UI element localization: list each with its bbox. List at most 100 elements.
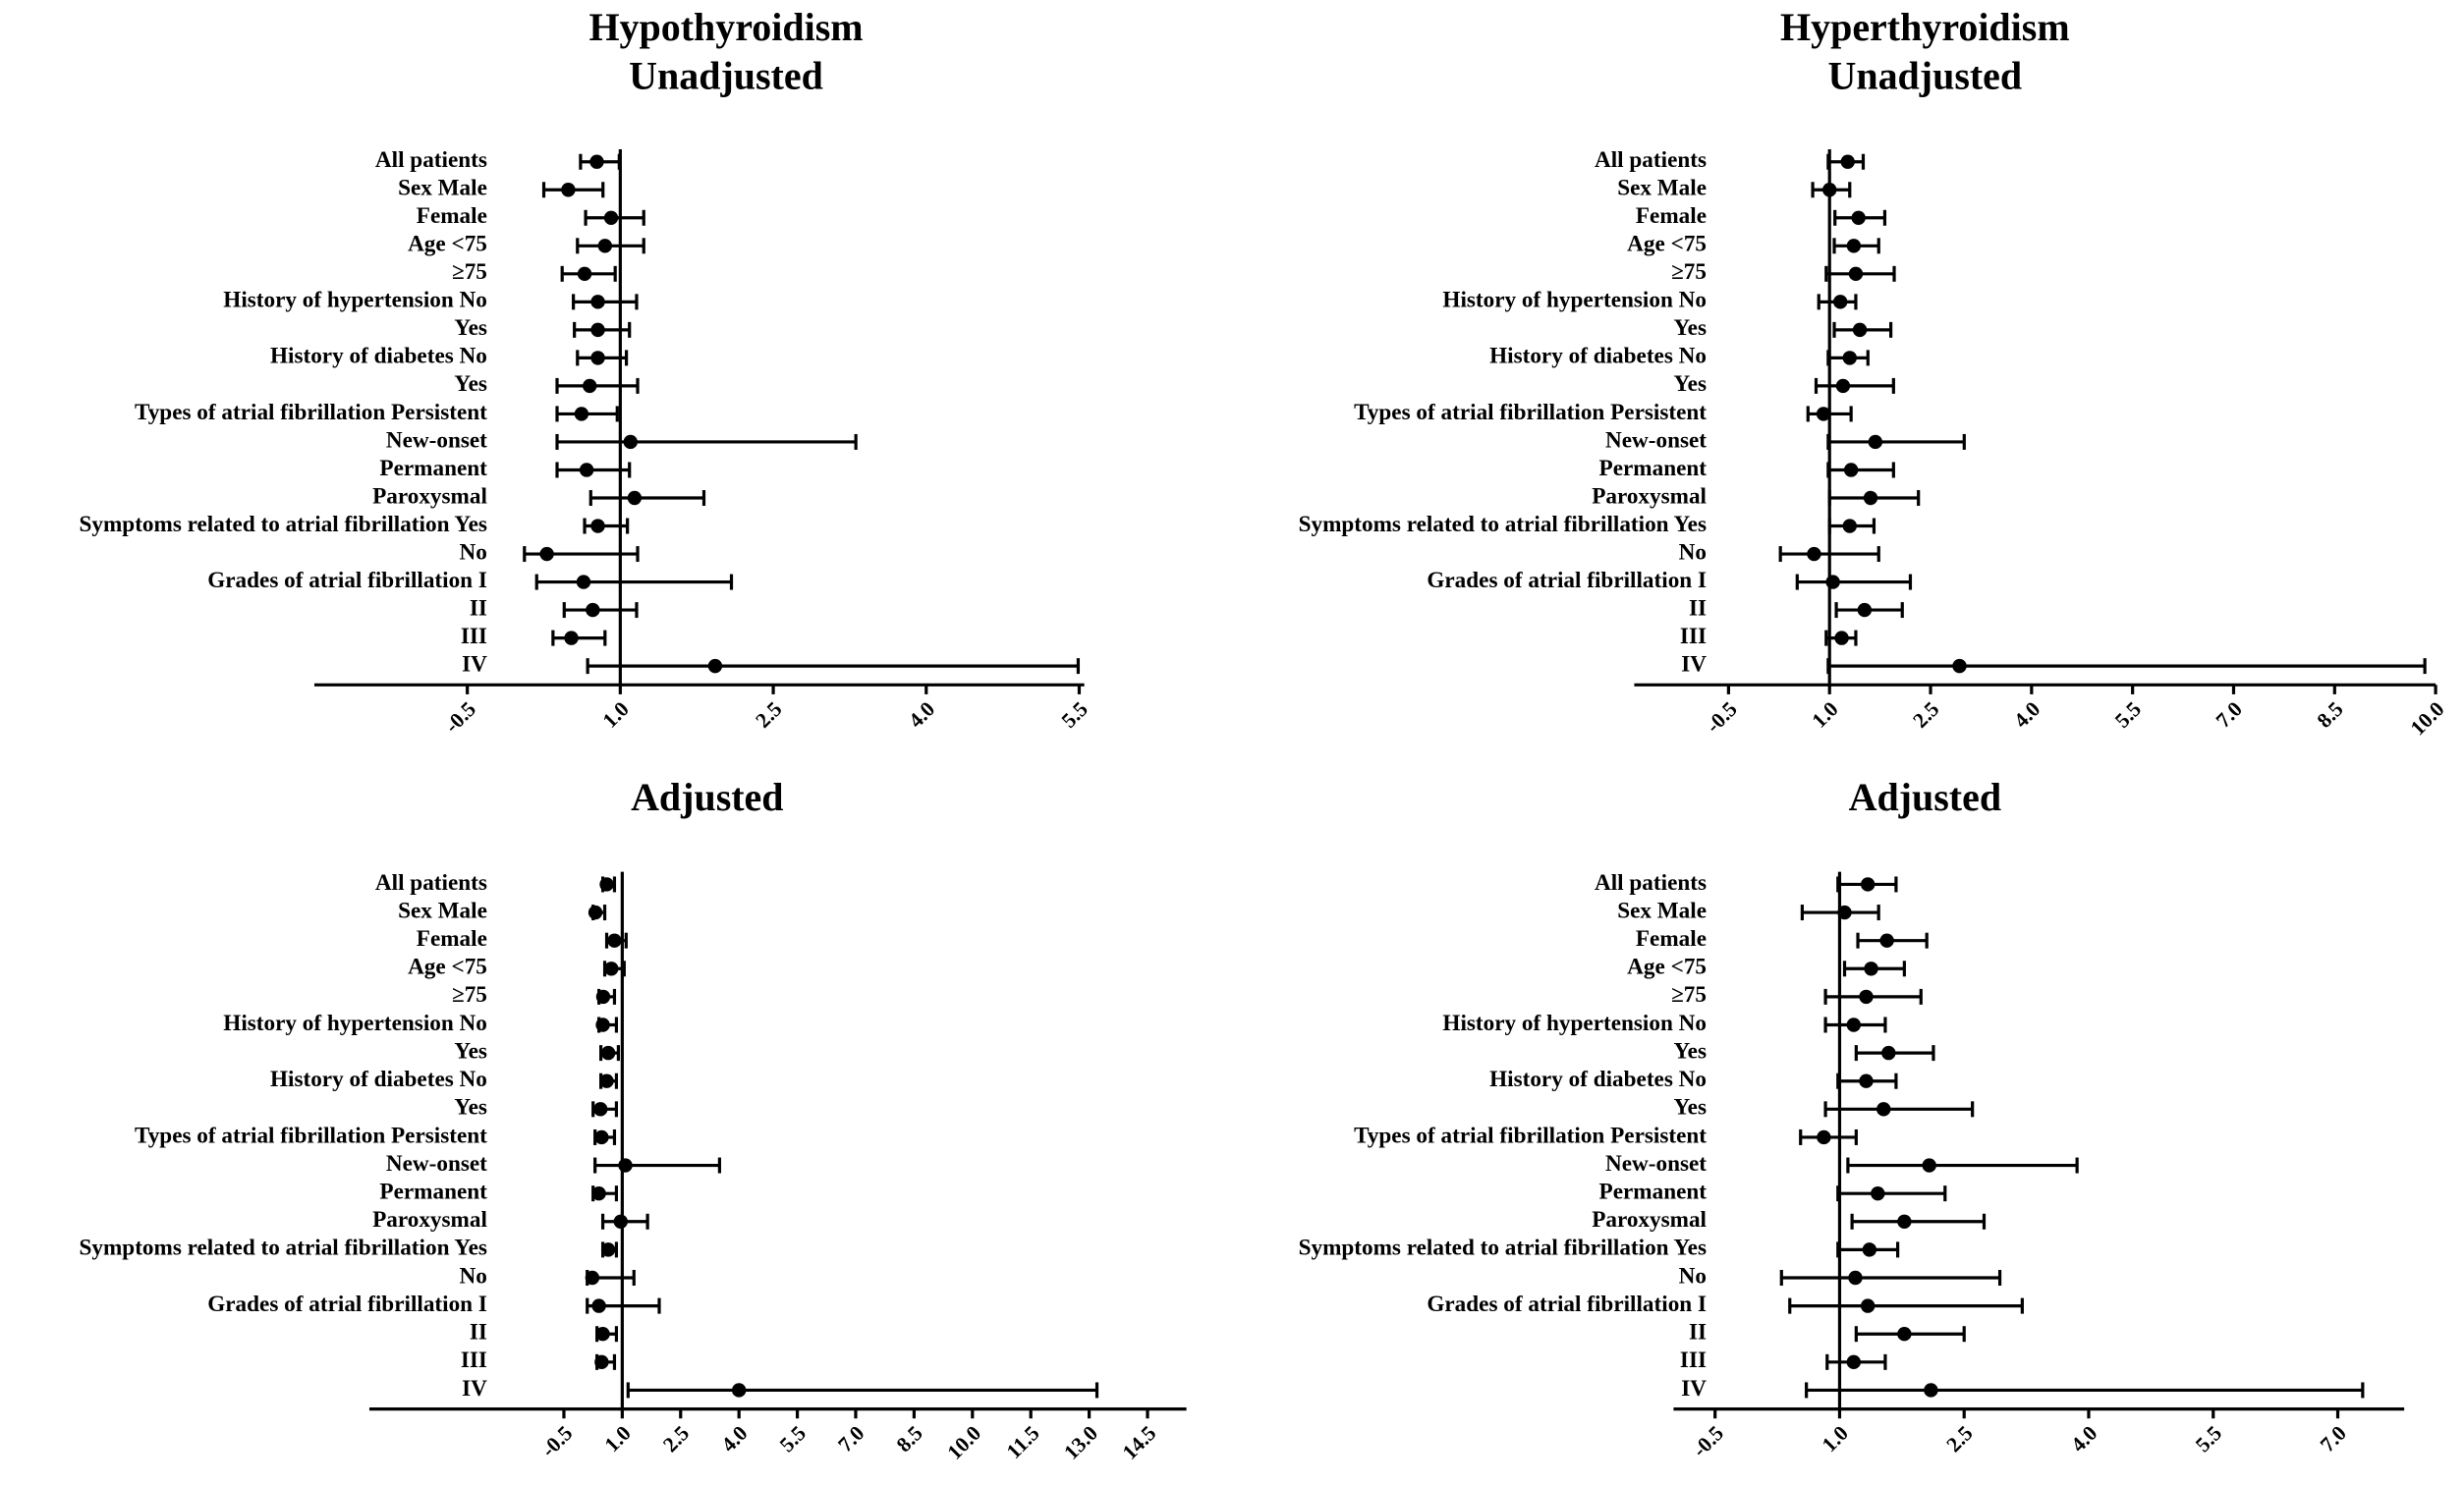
point-estimate xyxy=(594,1129,609,1145)
point-estimate xyxy=(561,183,576,197)
x-tick-label: 2.5 xyxy=(751,697,786,733)
point-estimate xyxy=(591,1185,606,1201)
row-label: Paroxysmal xyxy=(1592,483,1707,509)
point-estimate xyxy=(564,631,579,645)
point-estimate xyxy=(627,490,643,506)
x-tick-label: 5.5 xyxy=(1057,697,1092,733)
chart-title: Hyperthyroidism xyxy=(1780,5,2070,49)
x-tick-label: -0.5 xyxy=(1702,697,1742,738)
row-label: Paroxysmal xyxy=(372,1207,487,1233)
x-tick-label: 7.0 xyxy=(833,1421,868,1457)
x-tick-label: 5.5 xyxy=(775,1421,811,1457)
point-estimate xyxy=(623,434,638,450)
row-label: Age <75 xyxy=(408,232,487,257)
point-estimate xyxy=(1825,575,1840,589)
row-label: II xyxy=(1689,595,1707,621)
point-estimate xyxy=(599,1073,614,1088)
row-label: IV xyxy=(462,651,487,677)
point-estimate xyxy=(1846,1018,1862,1032)
row-label: No xyxy=(460,539,487,565)
row-label: Yes xyxy=(1674,315,1708,341)
x-tick-label: 8.5 xyxy=(2313,697,2348,733)
row-label: Yes xyxy=(1674,371,1708,397)
row-label: Permanent xyxy=(1599,456,1708,481)
row-label: II xyxy=(1689,1320,1707,1346)
point-estimate xyxy=(618,1158,633,1173)
point-estimate xyxy=(707,658,723,674)
point-estimate xyxy=(1859,1073,1874,1088)
point-estimate xyxy=(1860,877,1876,892)
point-estimate xyxy=(1868,434,1883,450)
row-label: ≥75 xyxy=(452,259,487,285)
row-label: ≥75 xyxy=(1671,259,1707,285)
row-label: Types of atrial fibrillation Persistent xyxy=(135,1123,487,1148)
point-estimate xyxy=(590,295,605,309)
point-estimate xyxy=(600,1045,616,1061)
row-label: IV xyxy=(1681,1376,1707,1402)
row-label: Yes xyxy=(454,315,487,341)
point-estimate xyxy=(731,1383,747,1398)
point-estimate xyxy=(1897,1327,1912,1342)
point-estimate xyxy=(583,378,597,394)
chart-title: Hypothyroidism xyxy=(588,5,863,49)
row-label: Sex Male xyxy=(1617,898,1707,923)
point-estimate xyxy=(577,266,592,282)
row-label: All patients xyxy=(375,870,487,896)
point-estimate xyxy=(595,1018,610,1032)
row-label: Grades of atrial fibrillation I xyxy=(1427,1292,1707,1317)
point-estimate xyxy=(1807,546,1821,562)
row-label: IV xyxy=(1681,651,1707,677)
row-label: ≥75 xyxy=(1671,982,1707,1008)
row-label: III xyxy=(1680,1348,1707,1373)
point-estimate xyxy=(579,463,594,477)
row-label: III xyxy=(461,624,487,649)
row-label: History of hypertension No xyxy=(223,1011,487,1036)
x-tick-label: 1.0 xyxy=(600,1421,636,1457)
row-label: Sex Male xyxy=(398,898,487,923)
x-tick-label: 13.0 xyxy=(1059,1421,1102,1464)
point-estimate xyxy=(600,1242,616,1257)
point-estimate xyxy=(591,1298,606,1313)
row-label: No xyxy=(1679,1263,1707,1289)
point-estimate xyxy=(594,1354,609,1370)
x-tick-label: -0.5 xyxy=(440,697,480,738)
point-estimate xyxy=(1876,1102,1891,1117)
row-label: Permanent xyxy=(1599,1179,1708,1204)
point-estimate xyxy=(1848,266,1864,282)
chart-subtitle: Unadjusted xyxy=(1827,54,2022,98)
row-label: Yes xyxy=(1674,1095,1708,1121)
x-tick-label: 1.0 xyxy=(598,697,634,733)
point-estimate xyxy=(574,407,589,421)
point-estimate xyxy=(1924,1383,1938,1398)
point-estimate xyxy=(1862,1242,1877,1257)
row-label: Female xyxy=(1636,926,1707,952)
x-tick-label: 8.5 xyxy=(892,1421,927,1457)
x-tick-label: 5.5 xyxy=(2191,1421,2226,1457)
row-label: Symptoms related to atrial fibrillation … xyxy=(79,1236,486,1261)
row-label: Symptoms related to atrial fibrillation … xyxy=(79,512,486,537)
point-estimate xyxy=(590,322,605,338)
row-label: New-onset xyxy=(386,1151,487,1177)
row-label: History of hypertension No xyxy=(223,288,487,313)
point-estimate xyxy=(1832,295,1848,309)
point-estimate xyxy=(1837,905,1852,920)
point-estimate xyxy=(1852,322,1868,338)
point-estimate xyxy=(1952,658,1967,674)
x-tick-label: 11.5 xyxy=(1002,1421,1044,1463)
point-estimate xyxy=(1842,519,1857,533)
row-label: II xyxy=(470,1320,487,1346)
row-label: Age <75 xyxy=(408,955,487,980)
x-tick-label: 1.0 xyxy=(1818,1421,1853,1457)
row-label: Grades of atrial fibrillation I xyxy=(1427,568,1707,593)
point-estimate xyxy=(604,962,619,976)
point-estimate xyxy=(1871,1185,1885,1201)
row-label: Female xyxy=(417,926,487,952)
x-tick-label: -0.5 xyxy=(1688,1421,1728,1461)
row-label: Permanent xyxy=(379,1179,487,1204)
point-estimate xyxy=(1846,1354,1862,1370)
point-estimate xyxy=(586,602,600,618)
point-estimate xyxy=(599,877,614,892)
point-estimate xyxy=(1881,1045,1896,1061)
